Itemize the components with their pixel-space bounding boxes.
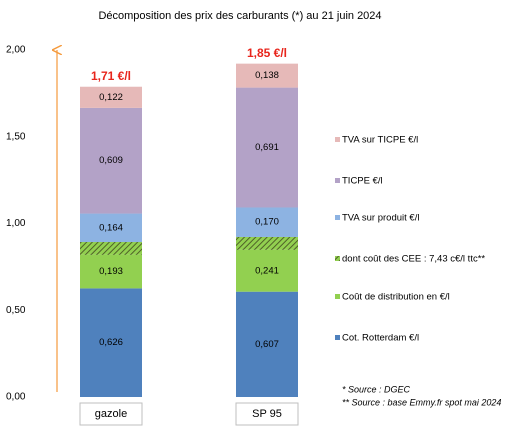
legend-swatch [335, 256, 340, 261]
bar-segment [236, 249, 298, 292]
footnote: * Source : DGEC [342, 384, 411, 394]
category-box [235, 402, 299, 426]
bar-segment [236, 236, 298, 250]
value-label: 0,170 [255, 217, 279, 228]
legend-swatch [335, 335, 340, 340]
value-label: 0,122 [99, 92, 123, 103]
value-label: 0,626 [99, 337, 123, 348]
bar-segment [80, 288, 142, 397]
chart-title: Décomposition des prix des carburants (*… [98, 10, 381, 22]
value-label: 0,241 [255, 265, 279, 276]
x-tick-label: gazole [95, 408, 127, 420]
legend-swatch [335, 294, 340, 299]
footnote: ** Source : base Emmy.fr spot mai 2024 [342, 397, 501, 407]
legend-label: TICPE €/l [342, 176, 383, 187]
y-tick-label: 0,50 [6, 305, 26, 316]
bar-segment [236, 291, 298, 397]
legend-swatch [335, 178, 340, 183]
value-label: 0,138 [255, 70, 279, 81]
bar-segment [236, 87, 298, 208]
legend-swatch [335, 215, 340, 220]
value-label: 0,607 [255, 339, 279, 350]
value-label: 0,193 [99, 266, 123, 277]
legend-label: Cot. Rotterdam €/l [342, 333, 419, 344]
total-label: 1,71 €/l [91, 69, 131, 83]
value-label: 0,164 [99, 222, 123, 233]
bar-segment [80, 254, 142, 289]
legend-label: TVA sur produit €/l [342, 213, 419, 224]
bar-segment [80, 107, 142, 214]
legend-label: TVA sur TICPE €/l [342, 135, 418, 146]
y-tick-label: 1,00 [6, 218, 26, 229]
bar-segment [80, 213, 142, 243]
category-box [79, 402, 143, 426]
total-label: 1,85 €/l [247, 46, 287, 60]
y-tick-label: 1,50 [6, 131, 26, 142]
bar-segment [236, 207, 298, 237]
bar-segment [80, 242, 142, 255]
legend-label: dont coût des CEE : 7,43 c€/l ttc** [342, 254, 485, 265]
y-tick-label: 2,00 [6, 45, 26, 56]
value-label: 0,691 [255, 142, 279, 153]
bar-segment [80, 86, 142, 108]
y-tick-label: 0,00 [6, 392, 26, 403]
legend-swatch [335, 137, 340, 142]
legend-label: Coût de distribution en €/l [342, 292, 450, 303]
x-tick-label: SP 95 [252, 408, 282, 420]
value-label: 0,609 [99, 155, 123, 166]
bar-segment [236, 63, 298, 88]
